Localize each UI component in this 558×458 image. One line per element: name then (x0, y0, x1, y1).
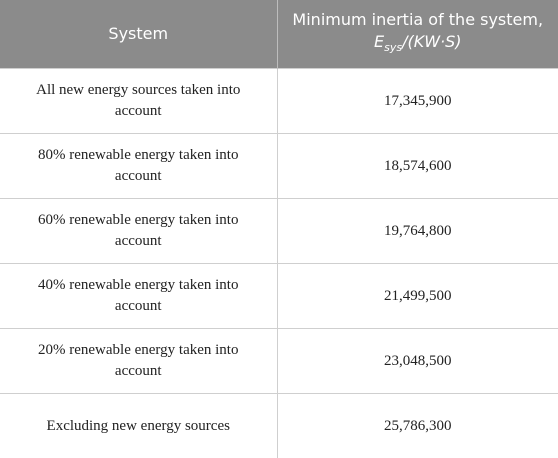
table-cell: 19,764,800 (276, 198, 558, 264)
header-row: System Minimum inertia of the system, Es… (0, 0, 558, 69)
table-cell: 80% renewable energy taken into account (0, 133, 278, 199)
table-row: 40% renewable energy taken into account 2… (0, 263, 558, 329)
header-text: System (108, 24, 169, 43)
table-cell: 17,345,900 (276, 68, 558, 134)
table-cell: 21,499,500 (276, 263, 558, 329)
table-row: 80% renewable energy taken into account 1… (0, 133, 558, 199)
table-row: 20% renewable energy taken into account 2… (0, 328, 558, 394)
header-cell: System (0, 0, 278, 69)
table-body: All new energy sources taken into accoun… (0, 68, 558, 458)
table-row: Excluding new energy sources 25,786,300 (0, 393, 558, 458)
symbol: E (373, 31, 385, 51)
header-text: Minimum inertia of the system, (292, 9, 544, 29)
header-cell: Minimum inertia of the system, Esys/(KW·… (277, 0, 558, 69)
table-cell: Excluding new energy sources (0, 393, 278, 458)
table-cell: 23,048,500 (276, 328, 558, 394)
unit: /(KW·S) (402, 31, 462, 51)
table-cell: 25,786,300 (276, 393, 558, 458)
table-row: 60% renewable energy taken into account 1… (0, 198, 558, 264)
table-cell: 18,574,600 (276, 133, 558, 199)
table-cell: All new energy sources taken into accoun… (0, 68, 278, 134)
table-cell: 60% renewable energy taken into account (0, 198, 278, 264)
table-cell: 20% renewable energy taken into account (0, 328, 278, 394)
table-row: All new energy sources taken into accoun… (0, 68, 558, 134)
table-cell: 40% renewable energy taken into account (0, 263, 278, 329)
subscript: sys (384, 41, 403, 55)
